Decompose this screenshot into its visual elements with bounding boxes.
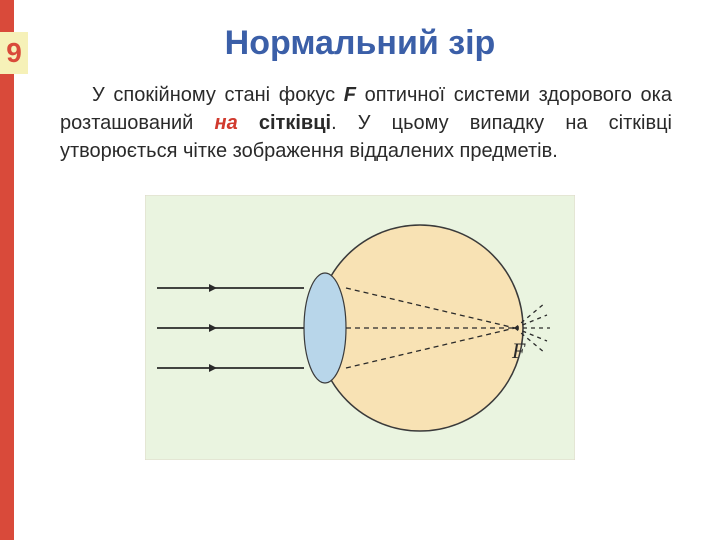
focus-label: F bbox=[512, 338, 525, 364]
page-title: Нормальний зір bbox=[0, 0, 720, 81]
eye-svg bbox=[145, 195, 575, 460]
grade-number: 9 bbox=[6, 37, 22, 69]
variable-f: F bbox=[344, 84, 356, 106]
text-part3 bbox=[238, 112, 259, 134]
left-side-bar bbox=[0, 0, 14, 540]
diagram-container: F bbox=[145, 195, 575, 460]
grade-badge: 9 bbox=[0, 32, 28, 74]
eye-diagram: F bbox=[145, 195, 575, 460]
bold-word: сітківці bbox=[259, 112, 331, 134]
emphasis-word: на bbox=[215, 112, 238, 134]
body-paragraph: У спокійному стані фокус F оптичної сист… bbox=[0, 81, 720, 165]
text-part1: У спокійному стані фокус bbox=[92, 84, 344, 106]
